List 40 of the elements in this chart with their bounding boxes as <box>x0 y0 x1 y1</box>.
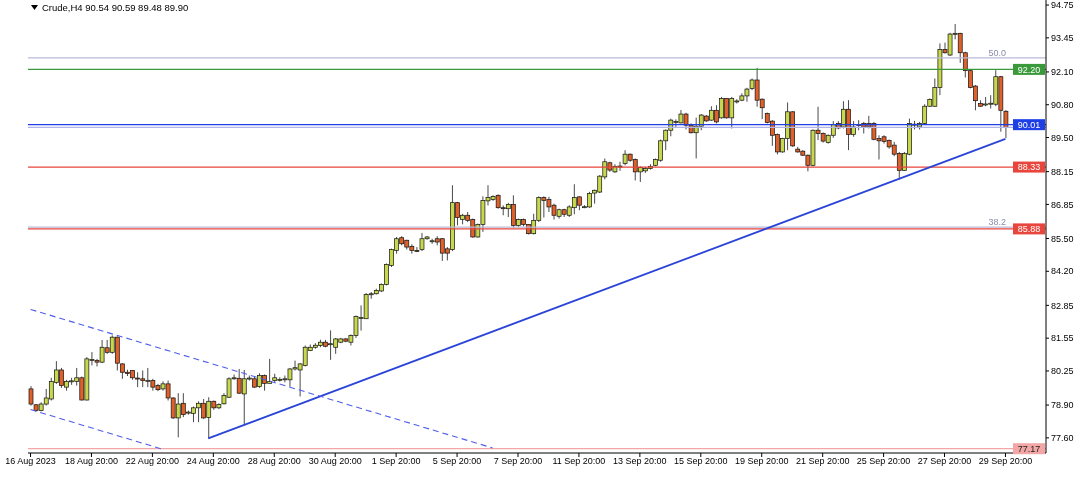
y-tick-label: 77.60 <box>1051 433 1074 444</box>
annotation: 50.0 <box>988 47 1006 58</box>
y-tick-label: 78.90 <box>1051 400 1074 411</box>
x-tick-label: 27 Sep 20:00 <box>917 456 972 467</box>
y-tick-label: 82.85 <box>1051 300 1074 311</box>
x-tick-label: 5 Sep 20:00 <box>432 456 482 467</box>
ref-line-label: 85.88 <box>1017 224 1041 235</box>
ref-line-label: 77.17 <box>1017 443 1041 454</box>
x-tick-label: 11 Sep 20:00 <box>552 456 606 467</box>
chart-title: Crude,H4 90.54 90.59 89.48 89.90 <box>42 2 189 13</box>
x-tick-label: 28 Aug 20:00 <box>247 456 301 467</box>
annotation: 38.2 <box>988 217 1006 228</box>
y-tick-label: 80.25 <box>1051 366 1074 377</box>
x-tick-label: 30 Aug 20:00 <box>308 456 362 467</box>
x-tick-label: 19 Sep 20:00 <box>734 456 789 467</box>
x-tick-label: 25 Sep 20:00 <box>856 456 911 467</box>
y-tick-label: 90.80 <box>1051 99 1074 110</box>
y-tick-label: 89.50 <box>1051 132 1074 143</box>
x-tick-label: 13 Sep 20:00 <box>613 456 667 467</box>
x-tick-label: 24 Aug 20:00 <box>186 456 240 467</box>
y-tick-label: 92.10 <box>1051 67 1074 78</box>
x-tick-label: 7 Sep 20:00 <box>493 456 543 467</box>
x-tick-label: 29 Sep 20:00 <box>978 456 1033 467</box>
y-tick-label: 85.50 <box>1051 233 1074 244</box>
ref-line-label: 90.01 <box>1017 119 1041 130</box>
y-tick-label: 94.75 <box>1051 0 1074 11</box>
ref-line-label: 88.33 <box>1017 162 1041 173</box>
y-tick-label: 93.45 <box>1051 33 1074 44</box>
candlestick <box>1003 109 1009 139</box>
x-tick-label: 16 Aug 2023 <box>5 456 56 467</box>
x-tick-label: 1 Sep 20:00 <box>371 456 421 467</box>
x-tick-label: 15 Sep 20:00 <box>674 456 728 467</box>
y-tick-label: 81.55 <box>1051 333 1074 344</box>
ref-line-label: 92.20 <box>1017 64 1041 75</box>
y-tick-label: 84.20 <box>1051 266 1074 277</box>
x-tick-label: 21 Sep 20:00 <box>795 456 850 467</box>
y-tick-label: 86.85 <box>1051 199 1074 210</box>
x-tick-label: 22 Aug 20:00 <box>125 456 179 467</box>
y-tick-label: 88.15 <box>1051 166 1074 177</box>
x-tick-label: 18 Aug 20:00 <box>64 456 118 467</box>
